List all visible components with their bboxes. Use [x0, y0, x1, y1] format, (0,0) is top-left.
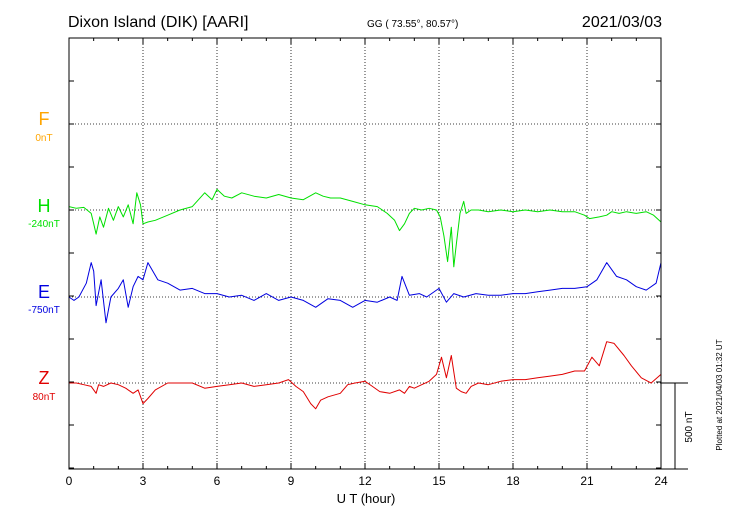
plot-date: 2021/03/03	[582, 14, 662, 31]
frame-layer	[68, 37, 688, 470]
plot-frame	[68, 37, 662, 470]
station-coordinates: GG ( 73.55°, 80.57°)	[367, 19, 458, 30]
plotted-at-note: Plotted at 2021/04/03 01:32 UT	[715, 339, 724, 450]
x-tick-label: 6	[214, 474, 221, 488]
series-line-e	[68, 262, 662, 324]
tick-layer: 0 3 6 9 12 15 18 21 24	[66, 37, 668, 488]
grid-layer	[69, 38, 661, 469]
baseline-label-f: 0nT	[35, 133, 52, 144]
baseline-label-e: -750nT	[28, 305, 60, 316]
baseline-label-h: -240nT	[28, 219, 60, 230]
component-label-f: F	[39, 109, 50, 129]
x-tick-label: 21	[580, 474, 594, 488]
component-label-h: H	[38, 196, 51, 216]
x-axis-label: U T (hour)	[337, 491, 396, 506]
x-tick-label: 24	[654, 474, 668, 488]
series-line-h	[68, 188, 662, 268]
x-tick-label: 18	[506, 474, 520, 488]
series-layer	[68, 188, 662, 410]
scale-bar-label: 500 nT	[684, 411, 695, 442]
x-tick-label: 9	[288, 474, 295, 488]
station-title: Dixon Island (DIK) [AARI]	[68, 14, 249, 31]
x-tick-label: 15	[432, 474, 446, 488]
x-tick-label: 12	[358, 474, 372, 488]
component-label-z: Z	[39, 368, 50, 388]
series-line-z	[69, 341, 662, 410]
component-label-e: E	[38, 282, 50, 302]
x-tick-label: 0	[66, 474, 73, 488]
x-tick-label: 3	[140, 474, 147, 488]
baseline-label-z: 80nT	[33, 392, 56, 403]
